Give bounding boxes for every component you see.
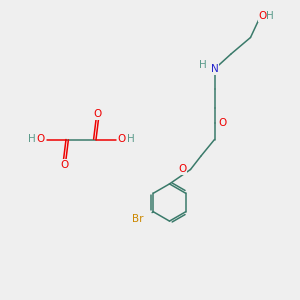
Text: O: O xyxy=(93,109,102,119)
Text: O: O xyxy=(36,134,45,145)
Text: Br: Br xyxy=(132,214,144,224)
Text: H: H xyxy=(266,11,274,21)
Text: H: H xyxy=(199,60,207,70)
Text: H: H xyxy=(28,134,35,145)
Text: N: N xyxy=(211,64,218,74)
Text: O: O xyxy=(178,164,186,175)
Text: O: O xyxy=(258,11,267,21)
Text: O: O xyxy=(219,118,227,128)
Text: H: H xyxy=(127,134,134,145)
Text: O: O xyxy=(60,160,69,170)
Text: O: O xyxy=(117,134,126,145)
